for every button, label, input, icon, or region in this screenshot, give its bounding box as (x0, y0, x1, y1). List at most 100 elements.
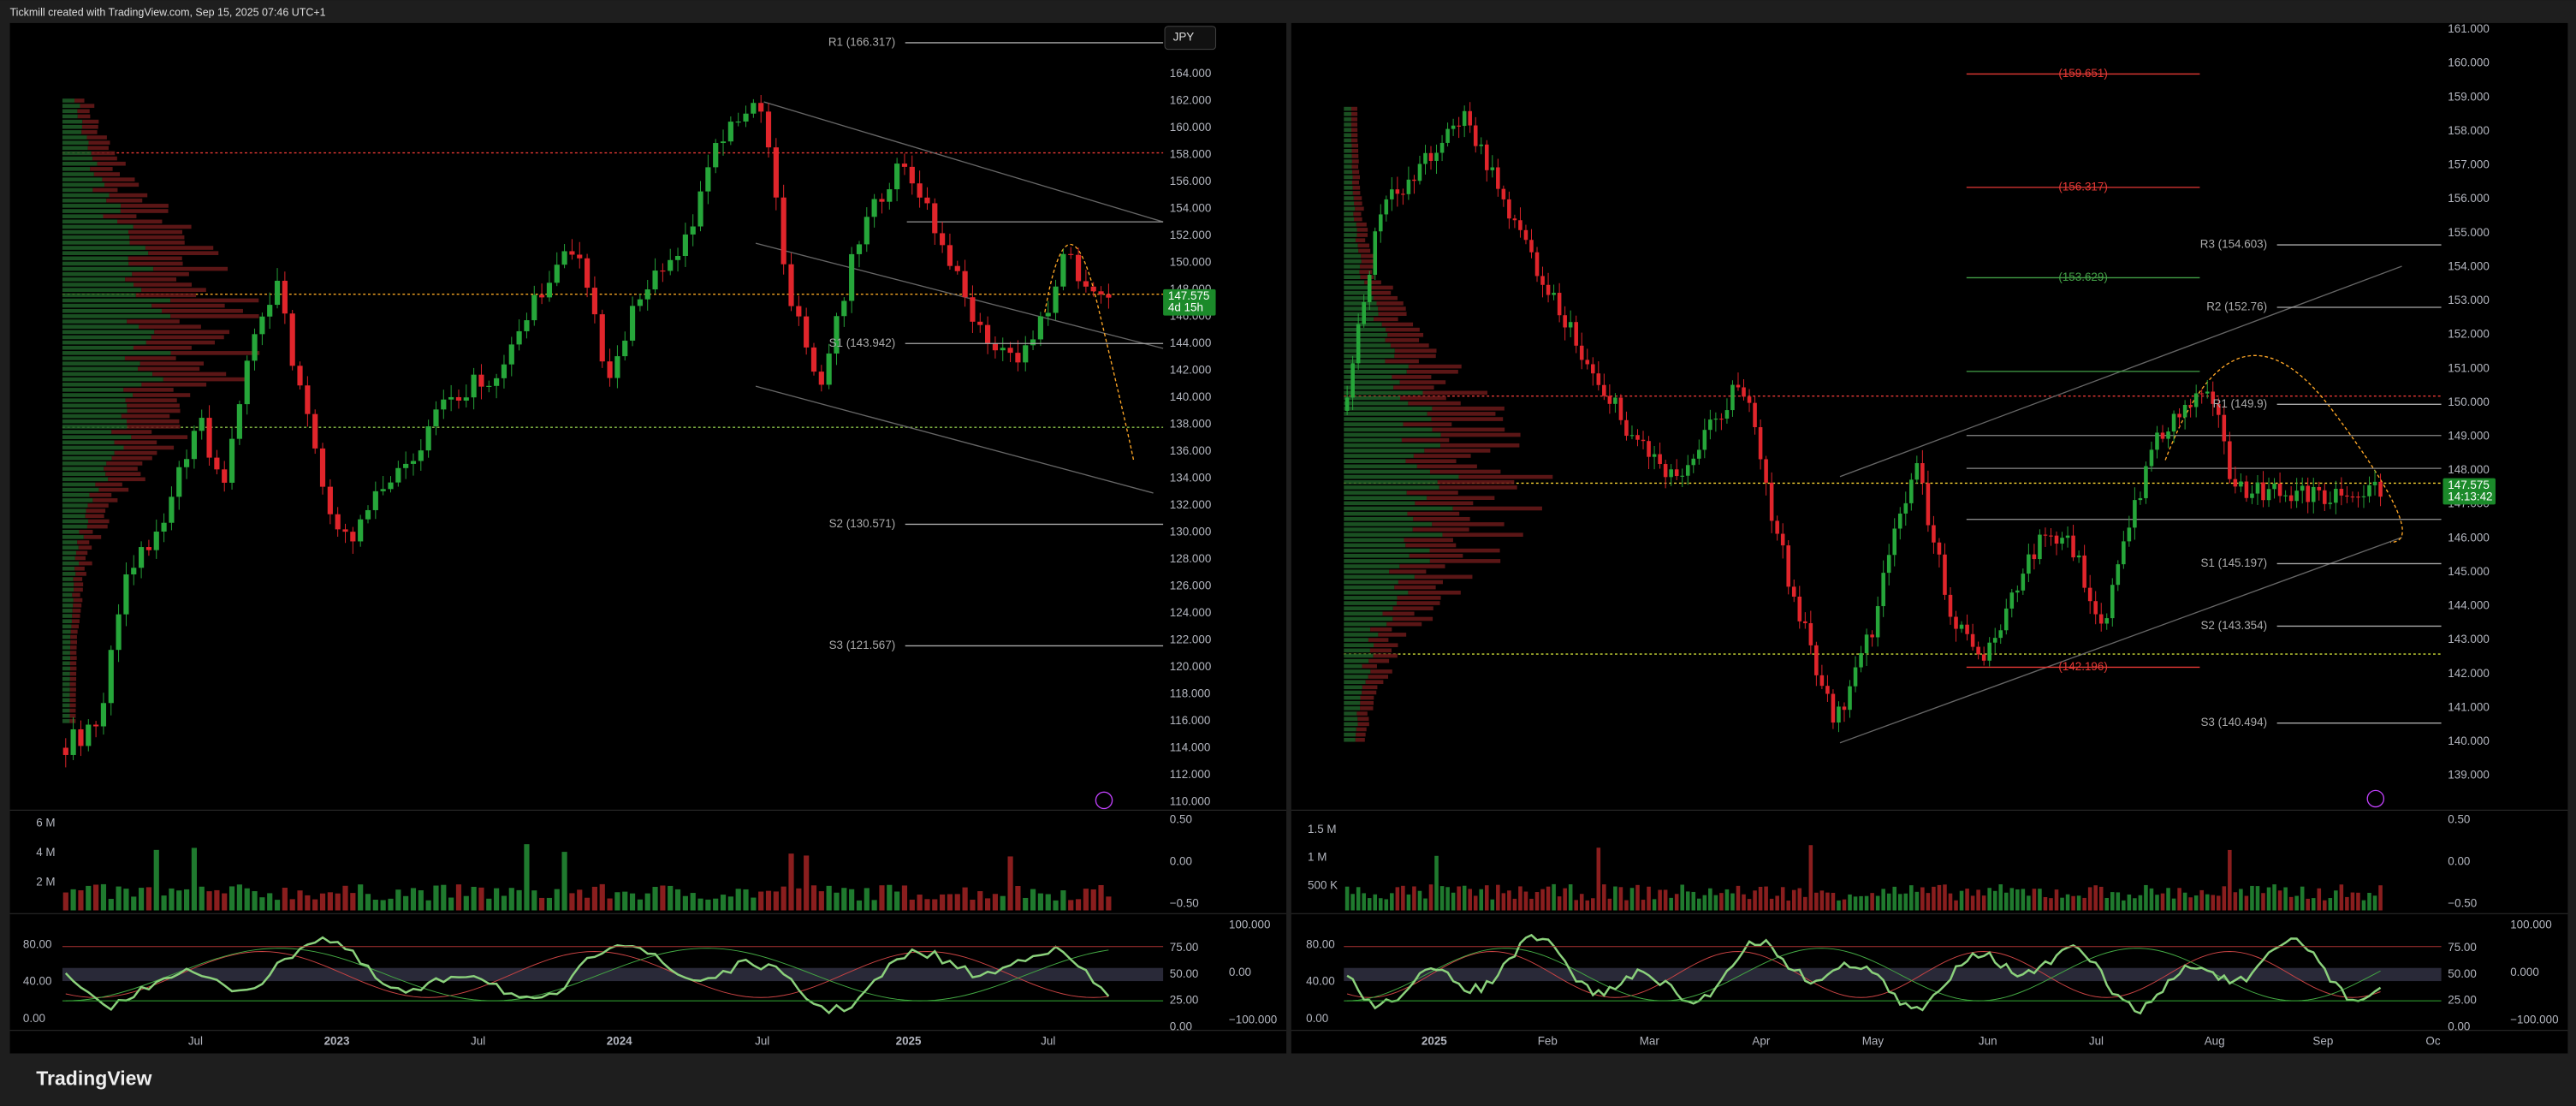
volume-bar (826, 885, 832, 911)
level-label: R2 (152.76) (2206, 300, 2267, 313)
volume-profile-bar (62, 130, 82, 134)
volume-bar (591, 886, 598, 911)
candle-body (1602, 384, 1606, 396)
volume-bar (2032, 889, 2037, 911)
volume-profile-bar (1344, 275, 1361, 279)
candle-body (2277, 483, 2282, 497)
volume-profile-bar (62, 298, 171, 303)
volume-profile-bar (62, 98, 75, 103)
volume-bar (1518, 886, 1522, 911)
volume-profile-bar (135, 293, 197, 298)
volume-bar (1390, 893, 1394, 911)
volume-bar (70, 889, 76, 911)
volume-bar (1607, 898, 1612, 911)
volume-profile-bar (62, 377, 163, 382)
price-axis-label: 144.000 (1170, 336, 1212, 349)
volume-profile-bar (1374, 643, 1398, 647)
volume-profile-bar (153, 266, 229, 271)
volume-profile-bar (1344, 111, 1351, 116)
volume-profile-bar (62, 119, 83, 124)
time-axis-label: Jul (471, 1035, 485, 1048)
volume-bar (992, 894, 999, 911)
osc-right-label: 0.00 (2448, 1020, 2470, 1032)
volume-profile-bar (1389, 569, 1427, 574)
volume-profile-bar (1412, 527, 1469, 532)
volume-profile-bar (62, 566, 75, 571)
volume-profile-bar (1344, 564, 1400, 568)
price-axis-label: 140.000 (2448, 734, 2490, 747)
volume-bar (1691, 891, 1696, 911)
candle-body (924, 197, 930, 204)
volume-profile-bar (1344, 185, 1353, 190)
alert-icon[interactable] (2366, 789, 2385, 808)
volume-profile-bar (62, 366, 139, 372)
candle-body (1591, 364, 1595, 374)
volume-bar (1987, 888, 1991, 911)
brand: TradingView (36, 1067, 151, 1089)
volume-profile-bar (139, 361, 204, 366)
volume-profile-bar (1392, 375, 1432, 379)
volume-bar (818, 891, 824, 911)
candle-body (1864, 634, 1869, 654)
volume-bar (108, 899, 114, 911)
volume-profile-bar (62, 572, 76, 576)
candle-body (388, 482, 394, 490)
candle-body (2328, 502, 2333, 504)
volume-profile-bar (62, 182, 105, 187)
volume-profile-bar (1370, 669, 1392, 674)
volume-bar (947, 894, 953, 911)
candle-body (2306, 485, 2310, 502)
volume-bar (2071, 895, 2075, 911)
candle-body (1390, 189, 1394, 199)
price-axis-label: 141.000 (2448, 700, 2490, 713)
candle-body (622, 340, 628, 357)
candle-body (2127, 527, 2132, 542)
volume-bar (561, 852, 567, 911)
time-axis-label: Oc (2425, 1035, 2440, 1048)
volume-right-label: 0.50 (1170, 812, 1192, 825)
volume-bar (2021, 889, 2026, 911)
alert-icon[interactable] (1095, 791, 1113, 810)
candle-body (1068, 253, 1074, 255)
volume-bar (1596, 847, 1601, 911)
volume-profile-bar (69, 703, 76, 708)
candle-body (2205, 391, 2210, 394)
volume-profile-bar (62, 282, 134, 287)
volume-profile-bar (74, 587, 83, 592)
volume-profile-bar (62, 703, 70, 708)
volume-bar (1747, 899, 1752, 911)
pane-borders (9, 809, 2568, 1032)
volume-profile-bar (1344, 106, 1351, 111)
volume-profile-bar (109, 193, 148, 198)
volume-bar (1618, 887, 1623, 911)
volume-profile-bar (62, 408, 128, 413)
volume-profile-bar (1440, 432, 1521, 437)
volume-profile-bar (62, 146, 88, 151)
last-price: 147.575 (2448, 479, 2490, 491)
candle-body (901, 164, 908, 167)
volume-bar (2054, 889, 2059, 911)
volume-profile-bar (121, 204, 169, 208)
volume-profile-bar (1344, 737, 1356, 742)
currency-button[interactable] (1164, 26, 1217, 51)
volume-profile-bar (1370, 285, 1393, 290)
candle-body (1362, 301, 1366, 324)
candle-body (781, 197, 786, 265)
candle-body (1886, 555, 1891, 574)
volume-bar (2149, 888, 2154, 911)
candle-body (947, 245, 953, 266)
level-label: S2 (130.571) (829, 517, 896, 530)
volume-profile-bar (145, 246, 214, 250)
volume-profile-bar (1437, 479, 1515, 485)
candle-body (508, 344, 514, 365)
volume-bar (2144, 884, 2148, 911)
volume-profile-bar (138, 366, 200, 372)
volume-bar (448, 897, 454, 911)
volume-profile-bar (1344, 700, 1361, 705)
volume-profile-bar (75, 572, 86, 576)
volume-profile-bar (89, 492, 112, 497)
volume-profile-bar (1351, 148, 1359, 153)
candle-body (2110, 585, 2115, 619)
volume-profile-bar (1344, 343, 1391, 348)
candle-body (418, 450, 424, 461)
